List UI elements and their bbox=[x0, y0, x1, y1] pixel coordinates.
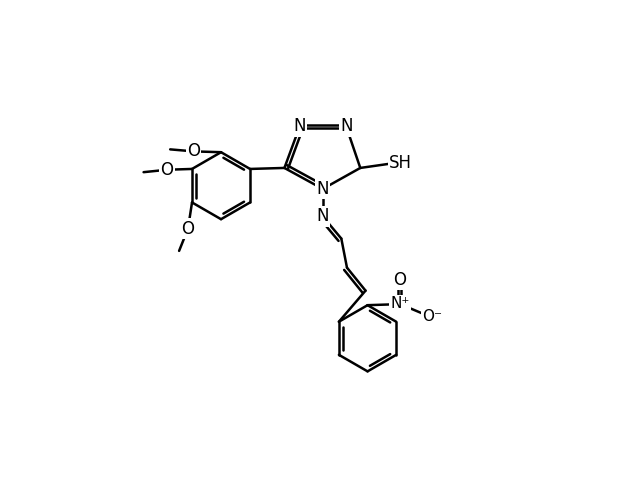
Text: O: O bbox=[187, 142, 200, 160]
Text: N: N bbox=[294, 118, 306, 135]
Text: N: N bbox=[317, 180, 329, 198]
Text: O⁻: O⁻ bbox=[422, 309, 442, 324]
Text: N: N bbox=[317, 207, 329, 226]
Text: N: N bbox=[340, 118, 353, 135]
Text: O: O bbox=[182, 220, 195, 238]
Text: O: O bbox=[161, 161, 173, 179]
Text: N⁺: N⁺ bbox=[390, 296, 410, 311]
Text: SH: SH bbox=[389, 154, 412, 172]
Text: O: O bbox=[394, 271, 406, 289]
